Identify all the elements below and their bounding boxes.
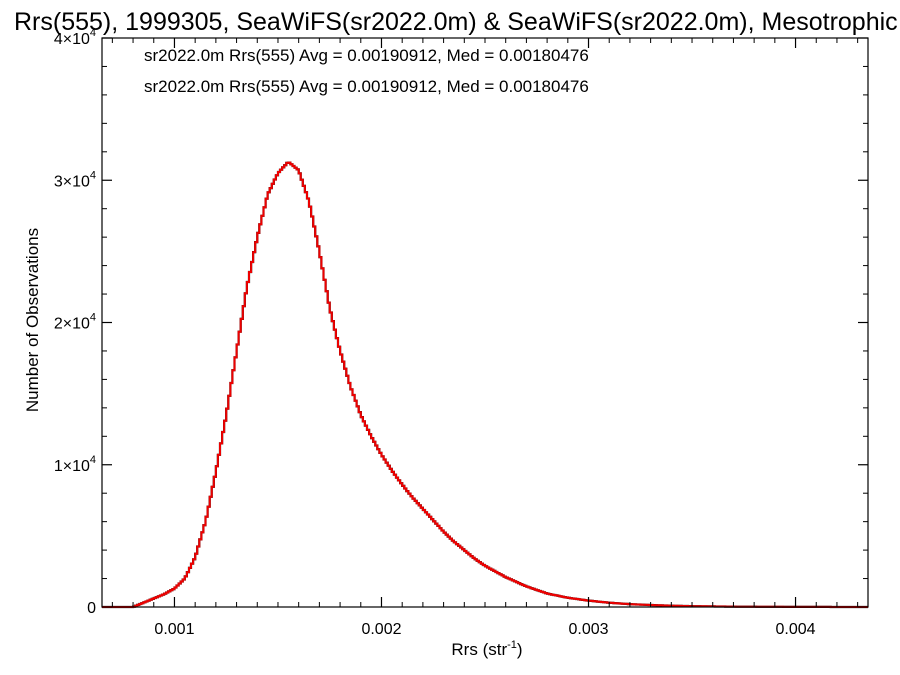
y-axis-ticks: 0 1×104 2×104 3×104 4×104 — [54, 27, 868, 617]
plot-frame — [101, 37, 869, 608]
y-tick-label: 4×104 — [54, 27, 96, 48]
x-axis-label-end: ) — [517, 640, 523, 659]
x-axis-label-text: Rrs (str — [451, 640, 507, 659]
x-axis-label-superscript: -1 — [507, 639, 517, 651]
y-tick-label: 1×104 — [54, 454, 96, 475]
legend: sr2022.0m Rrs(555) Avg = 0.00190912, Med… — [144, 46, 589, 96]
x-axis-label: Rrs (str-1) — [451, 639, 522, 659]
y-tick-label: 3×104 — [54, 169, 96, 190]
series-curves — [102, 161, 868, 609]
y-tick-label: 0 — [87, 600, 96, 617]
x-tick-label: 0.002 — [361, 621, 401, 638]
y-axis-label: Number of Observations — [23, 228, 42, 412]
series-line-1 — [102, 161, 868, 609]
x-axis-ticks: 0.001 0.002 0.003 0.004 — [111, 38, 859, 638]
legend-entry-2: sr2022.0m Rrs(555) Avg = 0.00190912, Med… — [144, 77, 589, 96]
x-tick-label: 0.004 — [776, 621, 816, 638]
chart-title: Rrs(555), 1999305, SeaWiFS(sr2022.0m) & … — [14, 8, 898, 36]
x-tick-label: 0.001 — [154, 621, 194, 638]
legend-entry-1: sr2022.0m Rrs(555) Avg = 0.00190912, Med… — [144, 46, 589, 65]
series-line-2 — [102, 161, 868, 608]
x-tick-label: 0.003 — [568, 621, 608, 638]
y-tick-label: 2×104 — [54, 312, 96, 333]
